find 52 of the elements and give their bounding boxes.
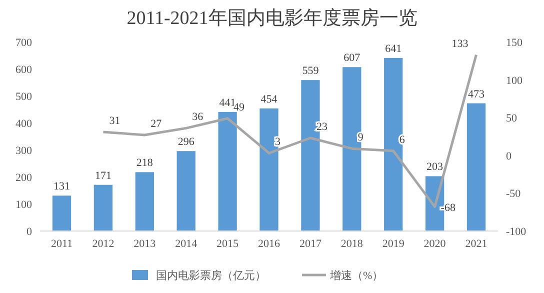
x-tick-label: 2019 [382,238,405,250]
y2-tick-label: 0 [506,150,512,162]
bar [342,67,362,231]
data-label: 218 [136,157,154,170]
bar [94,184,113,231]
data-label: 296 [178,136,195,148]
x-tick-label: 2018 [340,238,364,250]
y-tick-label: 300 [16,145,32,157]
data-label: 454 [260,93,278,106]
y-tick-label: 600 [16,64,32,76]
data-label: 36 [192,111,204,124]
y2-tick-label: 150 [506,37,523,49]
y-tick-label: 200 [16,172,32,184]
bar [384,58,403,231]
y2-tick-label: -100 [506,226,527,238]
data-label: 31 [109,114,120,127]
data-label: 607 [344,52,361,64]
bar [260,108,278,231]
data-label: 641 [385,42,402,55]
x-tick-label: 2011 [50,238,73,250]
y-tick-label: 0 [26,226,32,238]
x-tick-label: 2016 [258,238,280,250]
x-tick-label: 2017 [299,238,322,250]
legend-label: 国内电影票房（亿元） [156,269,266,282]
y-tick-label: 700 [16,37,32,49]
data-label: 49 [234,101,246,114]
chart-title: 2011-2021年国内电影年度票房一览 [126,7,418,29]
data-label: 27 [150,118,162,130]
x-tick-label: 2015 [216,238,240,250]
data-label: 133 [452,38,469,50]
data-label: 171 [94,170,112,182]
y-tick-label: 500 [16,91,32,103]
x-tick-label: 2013 [134,238,156,250]
bar [176,151,196,231]
bar [218,112,237,231]
y2-tick-label: -50 [506,188,522,200]
x-tick-label: 2012 [92,238,114,250]
x-tick-label: 2020 [424,238,446,250]
legend-label: 增速（%） [329,269,384,282]
bar [466,103,486,231]
y-tick-label: 400 [16,118,32,130]
x-tick-label: 2021 [465,238,488,250]
data-label: 203 [426,161,444,174]
data-label: 559 [302,65,320,78]
y2-tick-label: 100 [506,74,523,87]
y-tick-label: 100 [16,199,32,211]
bar [135,172,154,231]
data-label: 473 [468,88,485,100]
x-tick-label: 2014 [175,238,198,250]
y2-tick-label: 50 [506,112,518,125]
bar [52,196,72,231]
data-label: 131 [54,180,70,193]
